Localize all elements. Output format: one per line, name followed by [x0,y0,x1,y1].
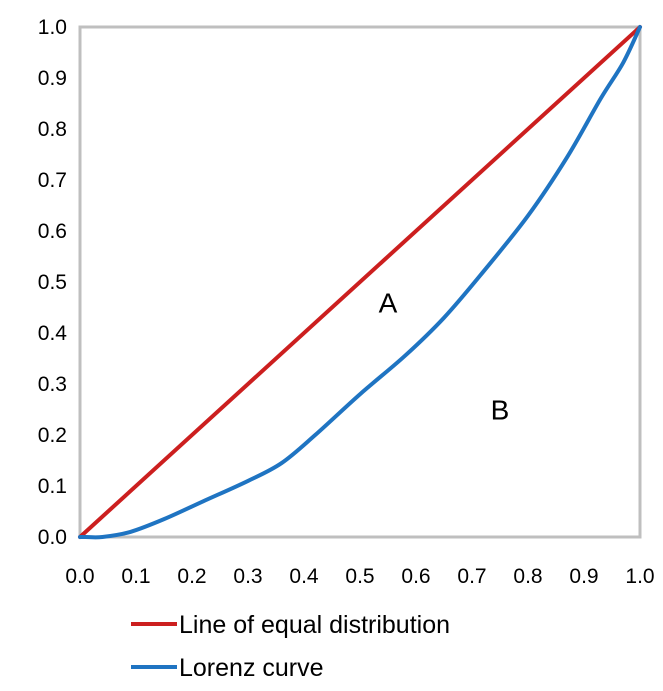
y-tick-label: 0.2 [38,424,67,447]
plot-frame [78,25,642,539]
x-tick-label: 0.6 [401,565,430,588]
x-tick-label: 0.2 [177,565,206,588]
y-tick-label: 0.4 [38,322,68,345]
x-tick-label: 0.7 [457,565,486,588]
x-tick-label: 0.1 [121,565,150,588]
y-tick-label: 0.9 [38,67,67,90]
series-lines [78,25,642,540]
y-tick-label: 0.6 [38,220,67,243]
area-label-b: B [491,395,510,426]
y-tick-label: 1.0 [38,16,67,39]
legend-label-lorenz-curve: Lorenz curve [179,654,324,682]
legend: Line of equal distribution Lorenz curve [131,611,450,682]
y-tick-labels: 0.0 0.1 0.2 0.3 0.4 0.5 0.6 0.7 0.8 0.9 1.0 [38,16,68,549]
x-tick-label: 0.3 [233,565,262,588]
area-label-a: A [379,288,398,319]
y-tick-label: 0.7 [38,169,67,192]
x-tick-labels: 0.0 0.1 0.2 0.3 0.4 0.5 0.6 0.7 0.8 0.9 1.0 [65,565,654,588]
x-tick-label: 0.9 [569,565,598,588]
y-tick-label: 0.0 [38,526,67,549]
x-tick-label: 1.0 [625,565,654,588]
x-tick-label: 0.4 [289,565,319,588]
series-line-lorenz-curve [78,25,642,540]
legend-label-line-of-equal-distribution: Line of equal distribution [179,611,450,639]
x-tick-label: 0.8 [513,565,542,588]
y-tick-label: 0.1 [38,475,67,498]
y-tick-label: 0.5 [38,271,67,294]
plot-border [78,25,642,539]
annotations: AB [379,288,510,426]
x-tick-label: 0.0 [65,565,94,588]
y-tick-label: 0.8 [38,118,67,141]
y-tick-label: 0.3 [38,373,67,396]
x-tick-label: 0.5 [345,565,374,588]
series-line-line-of-equal-distribution [78,25,642,539]
